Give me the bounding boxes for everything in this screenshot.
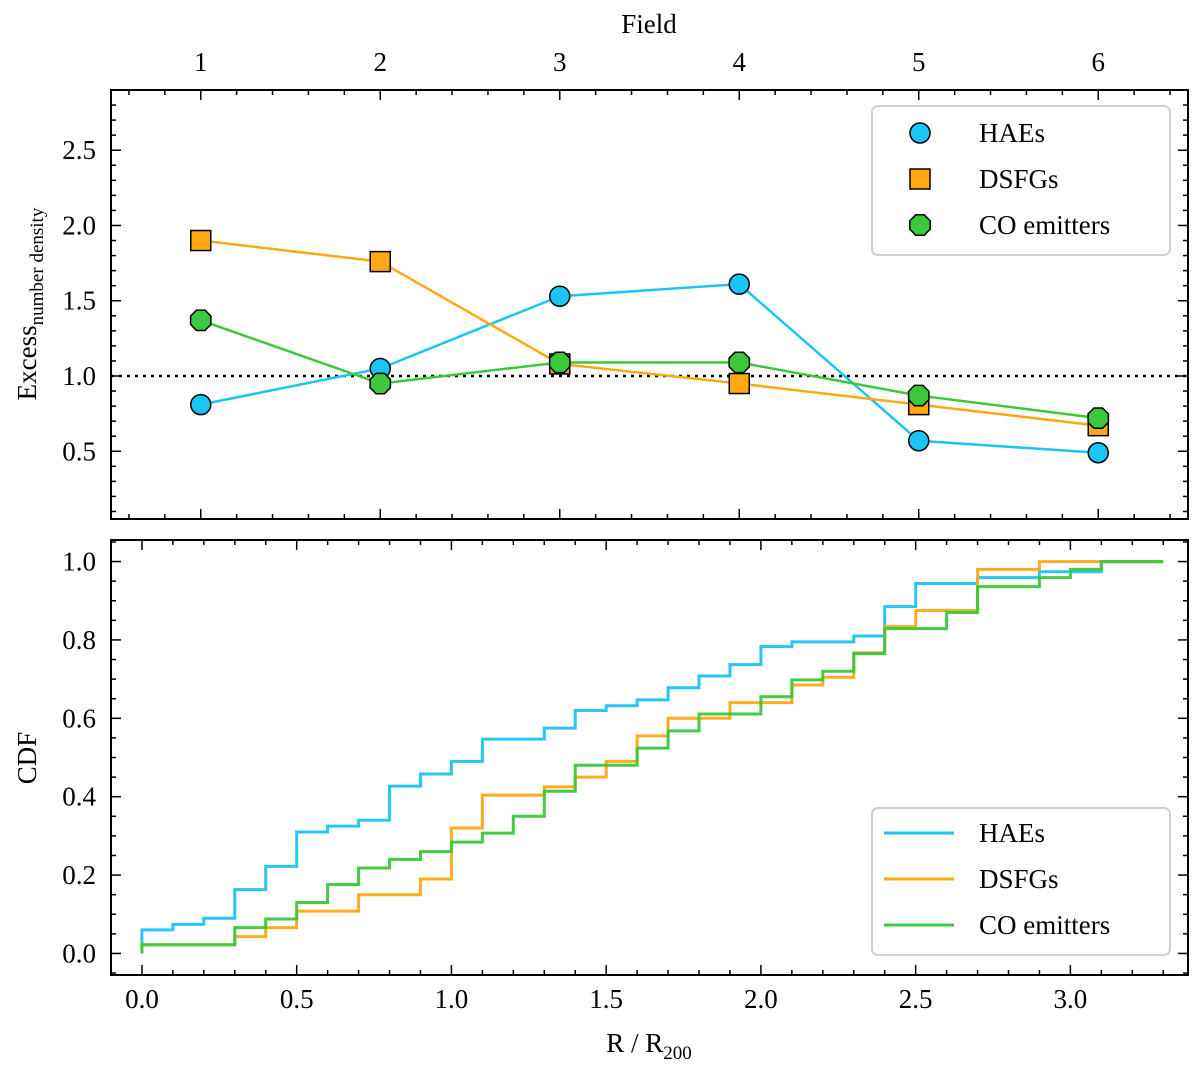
y-tick-label: 0.6 bbox=[62, 703, 96, 733]
top-panel: 1 2 3 4 5 6 0.5 1.0 1.5 2.0 2.5 HAEs DSFGs CO emitter… bbox=[62, 47, 1189, 520]
legend-label: DSFGs bbox=[979, 864, 1059, 894]
top-y-axis-label-sub: number density bbox=[27, 207, 48, 325]
data-point-co-emitters bbox=[1087, 407, 1110, 430]
data-point-haes bbox=[549, 285, 571, 307]
y-tick-label: 0.8 bbox=[62, 625, 96, 655]
top-legend: HAEs DSFGs CO emitters bbox=[871, 105, 1171, 256]
x-tick-label: 6 bbox=[1092, 47, 1106, 77]
legend-marker-co-emitters bbox=[909, 214, 931, 236]
legend-box bbox=[871, 105, 1171, 256]
data-point-haes bbox=[190, 393, 212, 416]
legend-label: HAEs bbox=[979, 118, 1045, 148]
top-y-axis-label-main: Excess bbox=[12, 325, 42, 400]
series-line-haes bbox=[200, 282, 1099, 455]
series-line-co-emitters bbox=[200, 319, 1099, 420]
data-point-haes bbox=[1087, 442, 1109, 464]
x-tick-label: 2 bbox=[374, 47, 388, 77]
x-tick-label: 1 bbox=[194, 47, 208, 77]
bottom-x-axis-label-main: R / R bbox=[606, 1028, 663, 1058]
x-tick-label: 3 bbox=[553, 47, 567, 77]
top-y-axis-label: Excessnumber density bbox=[12, 207, 48, 400]
top-x-axis-label: Field bbox=[621, 9, 677, 39]
bottom-axes-frame bbox=[110, 539, 1189, 976]
y-tick-label: 1.0 bbox=[62, 547, 96, 577]
legend-label: DSFGs bbox=[979, 164, 1059, 194]
data-point-co-emitters bbox=[907, 384, 930, 407]
y-tick-label: 2.0 bbox=[62, 210, 96, 240]
x-tick-label: 0.0 bbox=[125, 984, 159, 1014]
x-tick-label: 1.0 bbox=[435, 984, 469, 1014]
legend-label: HAEs bbox=[979, 818, 1045, 848]
y-tick-label: 0.0 bbox=[62, 938, 96, 968]
legend-label: CO emitters bbox=[979, 910, 1110, 940]
y-tick-label: 1.0 bbox=[62, 361, 96, 391]
y-tick-label: 2.5 bbox=[62, 135, 96, 165]
legend-label: CO emitters bbox=[979, 210, 1110, 240]
bottom-x-axis-label-sub: 200 bbox=[663, 1043, 692, 1064]
y-tick-label: 1.5 bbox=[62, 286, 96, 316]
series-line-dsfgs bbox=[200, 239, 1099, 427]
y-tick-label: 0.2 bbox=[62, 860, 96, 890]
data-point-dsfgs bbox=[728, 372, 750, 395]
data-point-co-emitters bbox=[189, 309, 212, 332]
data-point-co-emitters bbox=[548, 351, 571, 374]
bottom-panel: 0.0 0.5 1.0 1.5 2.0 2.5 3.0 0.0 0.2 0.4 0.6 0.8 1.0 H… bbox=[62, 539, 1189, 1014]
cdf-step-co-emitters bbox=[140, 560, 1164, 954]
bottom-legend: HAEs DSFGs CO emitters bbox=[871, 807, 1171, 956]
data-point-haes bbox=[908, 429, 930, 452]
data-point-dsfgs bbox=[369, 250, 391, 273]
x-tick-label: 1.5 bbox=[589, 984, 623, 1014]
data-point-co-emitters bbox=[369, 372, 392, 395]
data-point-dsfgs bbox=[190, 229, 212, 252]
legend-box bbox=[871, 807, 1171, 956]
cdf-step-haes bbox=[140, 560, 1164, 954]
x-tick-label: 3.0 bbox=[1054, 984, 1088, 1014]
x-tick-label: 2.5 bbox=[899, 984, 933, 1014]
x-tick-label: 5 bbox=[912, 47, 926, 77]
y-tick-label: 0.4 bbox=[62, 782, 96, 812]
x-tick-label: 0.5 bbox=[280, 984, 314, 1014]
top-axes-frame bbox=[110, 89, 1189, 520]
x-tick-label: 4 bbox=[733, 47, 747, 77]
bottom-y-axis-label: CDF bbox=[12, 732, 42, 785]
legend-marker-haes bbox=[909, 122, 931, 144]
data-point-co-emitters bbox=[728, 351, 751, 374]
x-tick-label: 2.0 bbox=[744, 984, 778, 1014]
y-tick-label: 0.5 bbox=[62, 436, 96, 466]
bottom-x-axis-label: R / R200 bbox=[606, 1028, 692, 1064]
legend-marker-dsfgs bbox=[909, 168, 931, 190]
data-point-haes bbox=[728, 273, 750, 295]
